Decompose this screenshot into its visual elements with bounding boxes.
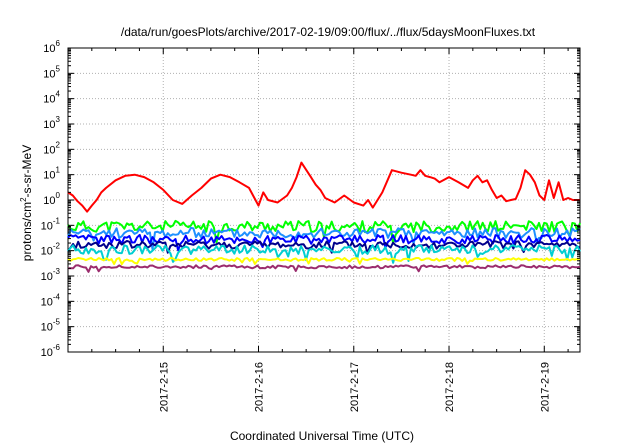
y-tick-label: 10-3 [41,267,61,283]
chart-title: /data/run/goesPlots/archive/2017-02-19/0… [121,25,536,39]
y-tick-label: 10-5 [41,318,61,334]
series-line-7 [67,264,581,273]
y-axis-label: protons/cm2-s-sr-MeV [19,145,34,261]
y-axis-label-sup: 2 [19,197,28,202]
series-line-3 [67,233,581,252]
x-tick-label: 2017-2-18 [444,362,456,412]
grid [68,48,580,352]
series-line-5 [67,244,581,264]
series-line-6 [67,257,581,266]
x-tick-label: 2017-2-16 [254,362,266,412]
y-axis-label-tail: -s-sr-MeV [20,145,34,198]
y-axis-label-main: protons/cm [20,202,34,261]
y-tick-label: 10-1 [41,216,61,232]
x-tick-label: 2017-2-17 [349,362,361,412]
y-axis-ticks: 10-6 10-5 10-4 10-3 10-2 10-1 100 101 102 103 104 1… [41,39,580,359]
series-line-0 [67,161,580,213]
series-layer [67,161,581,273]
y-tick-label: 104 [43,90,60,106]
y-tick-label: 102 [43,140,60,156]
x-tick-label: 2017-2-15 [158,362,170,412]
y-tick-label: 10-6 [41,343,61,359]
y-tick-label: 101 [43,166,60,182]
y-tick-label: 103 [43,115,60,131]
x-axis-label: Coordinated Universal Time (UTC) [230,429,414,443]
y-tick-label: 106 [43,39,60,55]
x-axis-ticks: 2017-2-15 2017-2-16 2017-2-17 2017-2-18 2017… [91,48,569,412]
y-tick-label: 10-4 [41,292,61,308]
x-tick-label: 2017-2-19 [539,362,551,412]
y-tick-label: 10-2 [41,242,61,258]
y-tick-label: 100 [43,191,60,207]
y-tick-label: 105 [43,64,60,80]
